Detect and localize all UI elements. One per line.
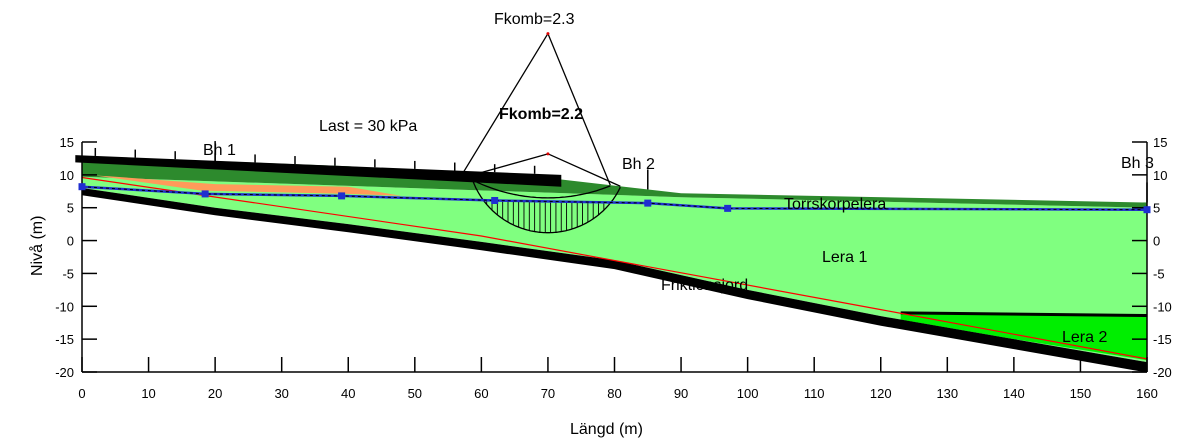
- lera2-top-boundary: [900, 311, 1148, 317]
- slip-surface-inner-arc: [472, 180, 621, 234]
- y-tick-label-right: -5: [1153, 266, 1165, 281]
- x-tick-label: 140: [1003, 386, 1025, 401]
- x-tick-label: 40: [341, 386, 355, 401]
- slip-surface-inner-radius-right: [547, 153, 621, 187]
- x-tick-label: 90: [674, 386, 688, 401]
- groundwater-marker: [201, 190, 209, 198]
- groundwater-marker: [1143, 206, 1151, 214]
- slip-surface-outer-arc: [461, 173, 611, 199]
- slip-surface-outer-center: [546, 32, 550, 36]
- groundwater-marker: [491, 196, 499, 204]
- load-label: Last = 30 kPa: [319, 118, 417, 135]
- slip-surface-outer-radius-left: [461, 33, 549, 175]
- x-tick-label: 120: [870, 386, 892, 401]
- slip-surface-inner-radius-left: [472, 153, 549, 176]
- layer-label-friktionsjord: Friktionsjord: [661, 277, 748, 294]
- y-tick-label-left: 10: [60, 168, 74, 183]
- groundwater-marker: [338, 192, 346, 200]
- y-tick-label-right: -15: [1153, 332, 1172, 347]
- y-tick-label-left: 15: [60, 135, 74, 150]
- red-boundary-line: [81, 176, 1148, 360]
- y-tick-label-left: 0: [67, 234, 74, 249]
- groundwater-marker: [724, 204, 732, 212]
- y-tick-label-right: -20: [1153, 365, 1172, 380]
- overlay: [75, 32, 1151, 234]
- y-tick-label-left: -20: [55, 365, 74, 380]
- soil-layers: [81, 157, 1148, 373]
- slip-surface-outer-radius-right: [547, 33, 611, 186]
- x-tick-label: 50: [408, 386, 422, 401]
- x-tick-label: 70: [541, 386, 555, 401]
- x-tick-label: 20: [208, 386, 222, 401]
- layer-friktionsjord: [82, 188, 1147, 373]
- fkomb-outer-label: Fkomb=2.3: [494, 11, 575, 28]
- x-tick-label: 160: [1136, 386, 1158, 401]
- y-tick-label-right: 0: [1153, 234, 1160, 249]
- x-tick-label: 0: [78, 386, 85, 401]
- x-tick-label: 130: [936, 386, 958, 401]
- x-tick-label: 110: [804, 386, 825, 401]
- x-axis-label: Längd (m): [570, 421, 643, 438]
- borehole-label-bh3: Bh 3: [1121, 155, 1154, 172]
- borehole-label-bh1: Bh 1: [203, 142, 236, 159]
- layer-fill-material: [95, 175, 402, 196]
- x-tick-label: 10: [141, 386, 155, 401]
- x-tick-label: 150: [1070, 386, 1092, 401]
- y-tick-label-right: 15: [1153, 135, 1167, 150]
- axes: 0 10 20 30 40 50 60 70 80 90 100 110 120 130 140 150 160…: [55, 135, 1172, 401]
- y-tick-label-left: 5: [67, 201, 74, 216]
- y-tick-label-left: -15: [55, 332, 74, 347]
- borehole-label-bh2: Bh 2: [622, 156, 655, 173]
- y-axis-label: Nivå (m): [28, 216, 46, 276]
- x-tick-label: 60: [474, 386, 488, 401]
- load-band: [75, 155, 562, 187]
- groundwater-marker: [78, 183, 86, 191]
- groundwater-marker: [644, 199, 652, 207]
- y-tick-label-right: -10: [1153, 299, 1172, 314]
- fkomb-inner-label: Fkomb=2.2: [499, 106, 583, 123]
- slip-surface-inner-center: [546, 152, 550, 156]
- y-tick-label-right: 10: [1153, 168, 1167, 183]
- y-tick-label-left: -5: [62, 266, 74, 281]
- x-tick-label: 100: [737, 386, 759, 401]
- layer-label-torrskorpelera: Torrskorpelera: [784, 196, 886, 213]
- layer-lera1: [82, 176, 1147, 363]
- layer-label-lera2: Lera 2: [1062, 329, 1107, 346]
- x-tick-label: 80: [607, 386, 621, 401]
- y-tick-label-right: 5: [1153, 201, 1160, 216]
- layer-label-lera1: Lera 1: [822, 249, 867, 266]
- x-tick-label: 30: [274, 386, 288, 401]
- y-tick-label-left: -10: [55, 299, 74, 314]
